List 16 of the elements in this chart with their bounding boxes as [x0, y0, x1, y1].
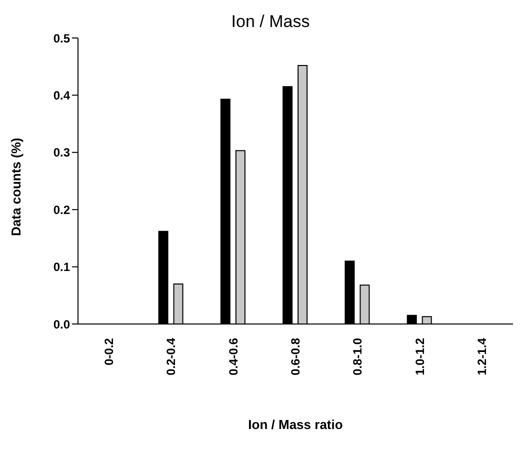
x-tick-label: 0.2-0.4 — [164, 338, 178, 376]
x-tick-label: 0.4-0.6 — [226, 338, 240, 376]
chart-title: Ion / Mass — [230, 12, 311, 32]
y-tick-label: 0.1 — [53, 260, 70, 274]
y-tick-label: 0.0 — [53, 317, 70, 332]
x-tick-label: 0.6-0.8 — [288, 338, 302, 376]
y-axis-title: Data counts (%) — [8, 138, 24, 236]
y-tick-label: 0.3 — [53, 146, 70, 160]
x-tick-label: 0-0.2 — [102, 338, 116, 366]
y-tick-label: 0.5 — [53, 31, 70, 46]
x-tick-label: 0.8-1.0 — [350, 338, 365, 376]
y-tick-label: 0.2 — [53, 202, 70, 217]
x-axis-title: Ion / Mass ratio — [248, 417, 343, 432]
x-tick-label: 1.2-1.4 — [474, 338, 489, 376]
x-tick-label: 1.0-1.2 — [412, 338, 427, 376]
y-tick-label: 0.4 — [53, 88, 70, 102]
